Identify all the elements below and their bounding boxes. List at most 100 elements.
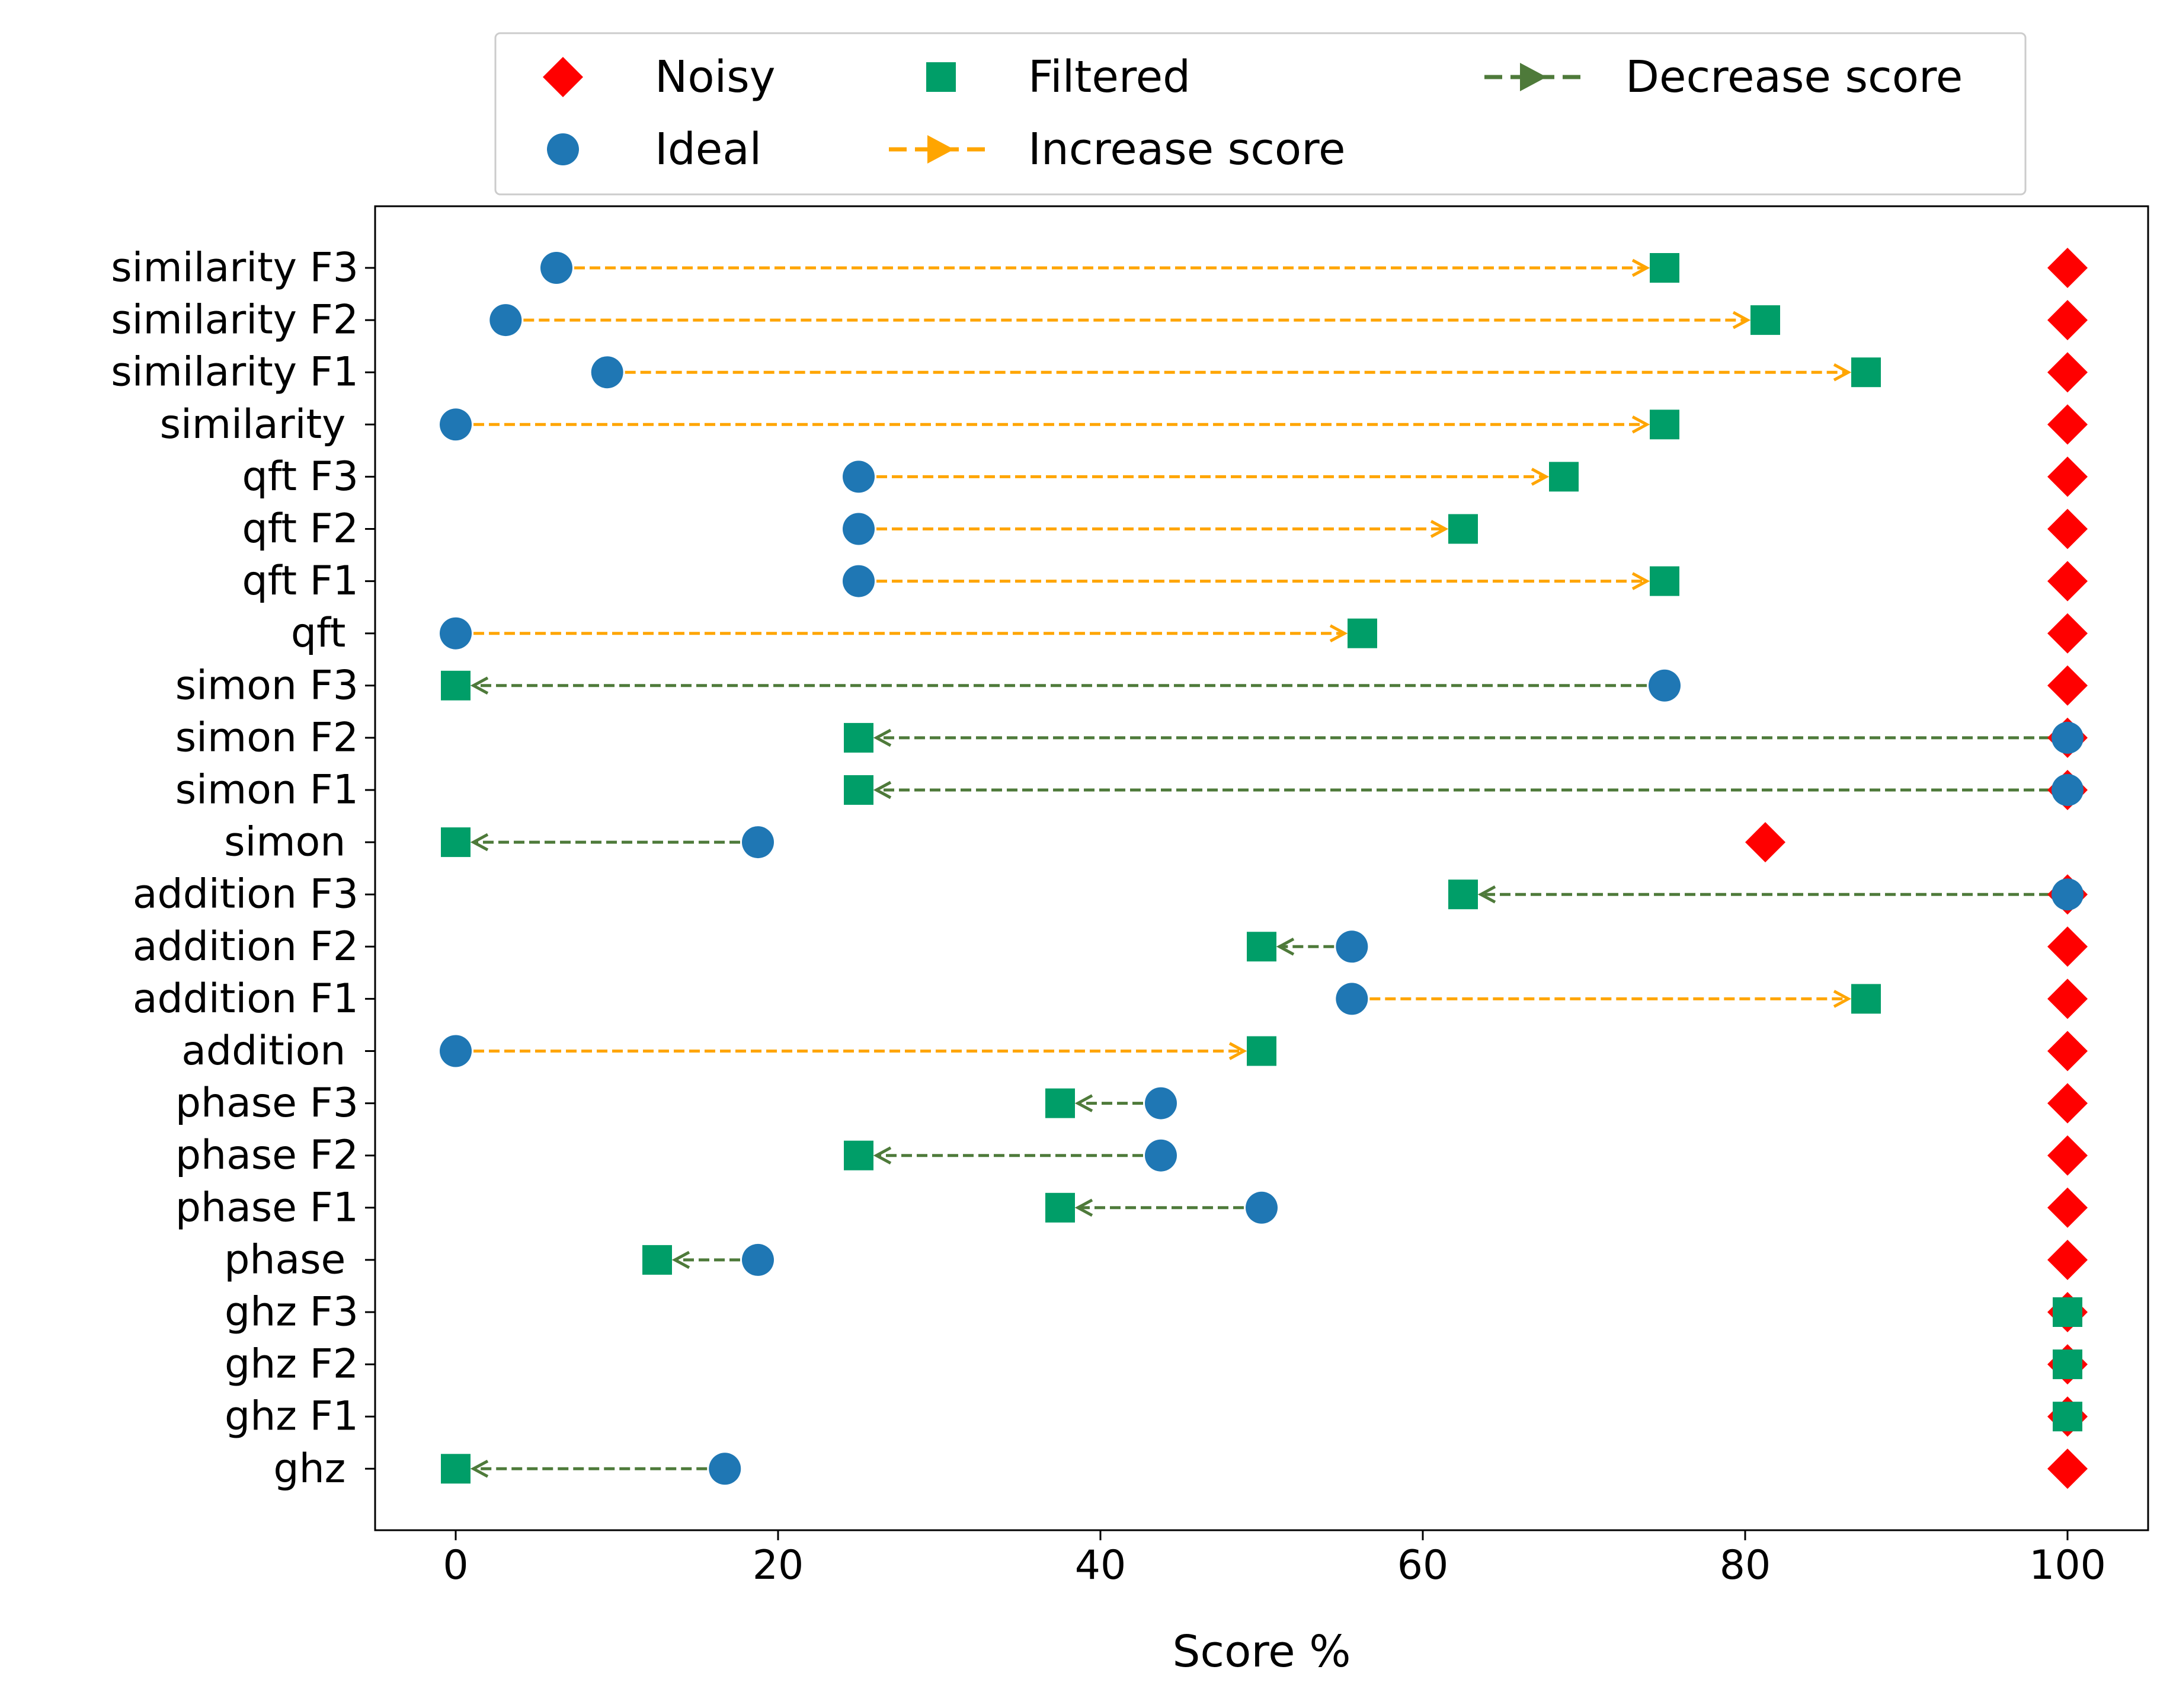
arrow-head xyxy=(1074,1198,1093,1217)
arrow-head xyxy=(1631,415,1650,434)
arrow-head xyxy=(1477,885,1496,904)
legend-label: Noisy xyxy=(655,52,776,103)
legend-filtered-marker xyxy=(926,62,956,92)
filtered-point xyxy=(844,1140,873,1170)
y-tick-label: phase F3 xyxy=(175,1080,359,1127)
noisy-point xyxy=(1745,822,1785,863)
noisy-series xyxy=(1745,248,2088,1489)
ideal-point xyxy=(1145,1139,1177,1172)
legend-ideal-marker xyxy=(547,133,579,165)
y-tick-label: qft F1 xyxy=(242,558,359,604)
x-tick-label: 80 xyxy=(1720,1542,1771,1589)
legend-label: Ideal xyxy=(655,124,761,175)
y-tick-label: qft F2 xyxy=(242,506,359,552)
ideal-point xyxy=(843,565,875,597)
y-tick-label: similarity F3 xyxy=(111,245,359,292)
arrow-head xyxy=(873,781,892,799)
y-tick-label: phase F1 xyxy=(175,1184,359,1231)
filtered-point xyxy=(1650,410,1679,440)
y-tick-label: similarity xyxy=(160,401,359,448)
arrow-head xyxy=(1276,938,1295,956)
filtered-point xyxy=(1650,253,1679,283)
arrow-series xyxy=(470,258,2050,1478)
x-axis: 0 20 40 60 80 100 Score % xyxy=(443,1530,2106,1677)
ideal-point xyxy=(843,513,875,545)
filtered-point xyxy=(642,1245,672,1275)
filtered-point xyxy=(441,827,471,858)
ideal-point xyxy=(742,826,774,859)
x-tick-label: 60 xyxy=(1397,1542,1449,1589)
x-tick-label: 100 xyxy=(2029,1542,2106,1589)
ideal-point xyxy=(1649,669,1681,702)
filtered-series xyxy=(441,253,2082,1484)
arrow-head xyxy=(671,1250,690,1269)
filtered-point xyxy=(1750,305,1780,335)
y-tick-label: simon F2 xyxy=(175,714,359,761)
noisy-point xyxy=(2047,248,2088,288)
y-tick-label: phase xyxy=(224,1236,359,1283)
filtered-point xyxy=(1650,566,1679,596)
y-tick-label: ghz F3 xyxy=(225,1289,359,1336)
filtered-point xyxy=(2053,1402,2082,1432)
ideal-point xyxy=(591,356,623,389)
y-tick-label: qft xyxy=(291,610,359,657)
arrow-head xyxy=(873,728,892,747)
x-tick-label: 20 xyxy=(753,1542,804,1589)
noisy-point xyxy=(2047,926,2088,967)
x-tick-label: 0 xyxy=(443,1542,468,1589)
noisy-point xyxy=(2047,1031,2088,1072)
ideal-point xyxy=(1336,930,1368,963)
filtered-point xyxy=(1448,879,1478,910)
filtered-point xyxy=(1549,462,1579,492)
plot-area xyxy=(374,205,2149,1531)
legend-noisy-marker xyxy=(543,57,583,97)
y-tick-label: addition F3 xyxy=(133,871,359,918)
noisy-point xyxy=(2047,300,2088,341)
noisy-point xyxy=(2047,404,2088,445)
filtered-point xyxy=(2053,1349,2082,1380)
legend-label: Decrease score xyxy=(1625,52,1963,103)
legend-label: Increase score xyxy=(1028,124,1346,175)
ideal-point xyxy=(489,304,522,337)
legend: Noisy Ideal Filtered Increase score Decrease… xyxy=(494,32,2027,196)
y-tick-label: ghz F2 xyxy=(225,1341,359,1388)
arrow-head xyxy=(1732,311,1751,330)
noisy-point xyxy=(2047,456,2088,497)
y-tick-label: addition F2 xyxy=(133,923,359,970)
ideal-point xyxy=(742,1243,774,1276)
arrow-head xyxy=(1228,1042,1247,1060)
y-tick-label: addition F1 xyxy=(133,975,359,1022)
arrow-head xyxy=(1631,258,1650,277)
y-tick-label: simon F3 xyxy=(175,662,359,709)
ideal-series xyxy=(440,252,2084,1485)
filtered-point xyxy=(1247,1036,1276,1066)
filtered-point xyxy=(1247,932,1276,962)
noisy-point xyxy=(2047,978,2088,1019)
arrow-head xyxy=(1531,468,1550,486)
ideal-point xyxy=(440,408,472,441)
ideal-point xyxy=(1145,1087,1177,1120)
ideal-point xyxy=(2052,721,2084,754)
arrow-head xyxy=(470,833,489,852)
y-tick-label: ghz F1 xyxy=(225,1393,359,1440)
legend-box xyxy=(494,32,2027,196)
ideal-point xyxy=(843,460,875,493)
noisy-point xyxy=(2047,561,2088,602)
arrow-head xyxy=(1833,363,1852,382)
legend-decrease-marker xyxy=(1484,63,1585,91)
ideal-point xyxy=(440,617,472,650)
x-tick-label: 40 xyxy=(1075,1542,1126,1589)
noisy-point xyxy=(2047,1187,2088,1228)
arrow-head xyxy=(873,1146,892,1165)
filtered-point xyxy=(2053,1297,2082,1327)
filtered-point xyxy=(1851,357,1881,388)
legend-label: Filtered xyxy=(1028,52,1190,103)
noisy-point xyxy=(2047,1083,2088,1124)
arrow-head xyxy=(1074,1094,1093,1112)
arrow-head xyxy=(1631,572,1650,590)
ideal-point xyxy=(2052,878,2084,911)
ideal-point xyxy=(2052,774,2084,806)
filtered-point xyxy=(1851,984,1881,1014)
arrow-head xyxy=(1430,520,1449,538)
